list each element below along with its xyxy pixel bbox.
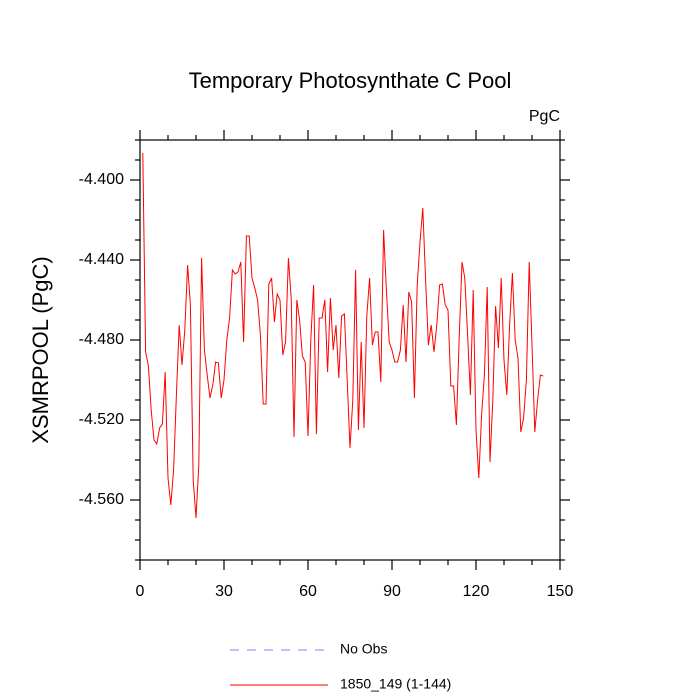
y-tick-label: -4.440 <box>79 251 124 268</box>
legend-label: 1850_149 (1-144) <box>340 676 451 692</box>
data-line <box>142 152 544 519</box>
y-axis-label: XSMRPOOL (PgC) <box>28 256 53 443</box>
y-tick-label: -4.520 <box>79 411 124 428</box>
x-tick-label: 60 <box>299 583 317 600</box>
y-tick-label: -4.560 <box>79 491 124 508</box>
x-tick-label: 150 <box>547 583 574 600</box>
legend-label: No Obs <box>340 641 387 657</box>
y-tick-label: -4.480 <box>79 331 124 348</box>
x-tick-label: 30 <box>215 583 233 600</box>
y-tick-label: -4.400 <box>79 171 124 188</box>
plot-frame <box>139 139 561 561</box>
chart-title: Temporary Photosynthate C Pool <box>189 68 512 93</box>
x-tick-label: 0 <box>136 583 145 600</box>
x-tick-label: 90 <box>383 583 401 600</box>
x-tick-label: 120 <box>463 583 490 600</box>
units-label: PgC <box>529 108 560 125</box>
